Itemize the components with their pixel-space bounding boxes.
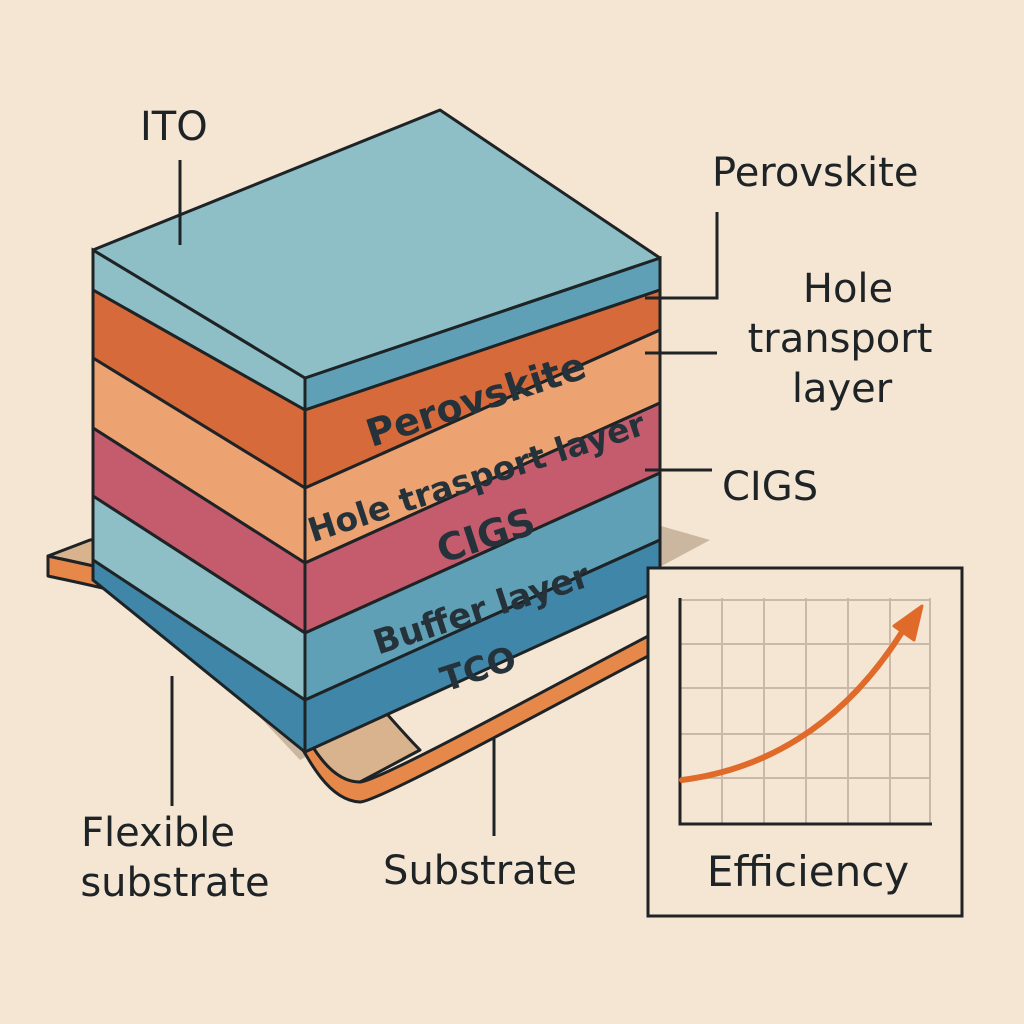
- efficiency-inset: Efficiency: [646, 566, 964, 918]
- label-hole-transport-3: layer: [792, 366, 893, 412]
- stack-right-face: [303, 255, 662, 755]
- label-flexible-2: substrate: [80, 860, 269, 906]
- leader-perovskite: [645, 212, 719, 300]
- label-hole-transport-1: Hole: [803, 266, 893, 312]
- inset-axes: [678, 598, 932, 826]
- efficiency-curve: [679, 629, 905, 783]
- label-ito: ITO: [140, 104, 208, 150]
- layer-ito-top: [91, 108, 662, 380]
- label-substrate: Substrate: [383, 848, 577, 894]
- inset-caption: Efficiency: [707, 847, 909, 896]
- efficiency-arrowhead: [892, 604, 924, 642]
- label-hole-transport-2: transport: [748, 316, 933, 362]
- label-flexible-1: Flexible: [81, 810, 235, 856]
- label-perovskite: Perovskite: [712, 150, 918, 196]
- label-cigs: CIGS: [722, 464, 818, 510]
